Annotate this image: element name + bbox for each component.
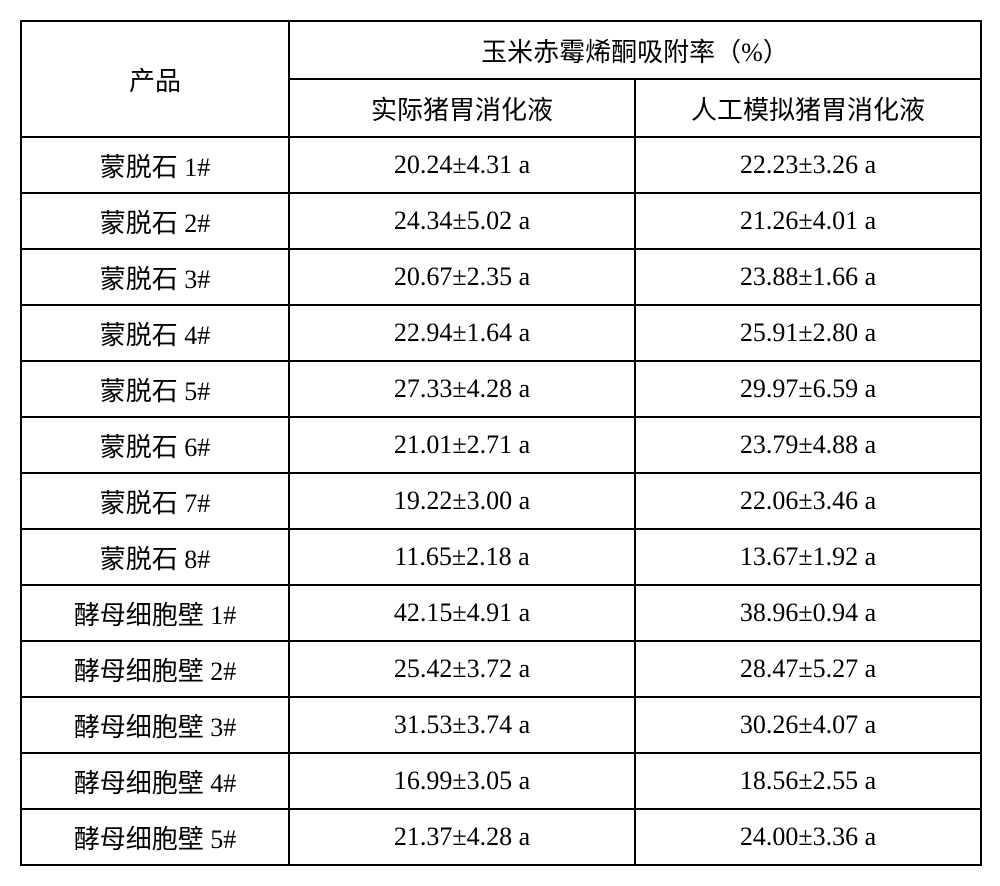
header-product: 产品 [21,21,289,137]
table-row: 蒙脱石 1#20.24±4.31 a22.23±3.26 a [21,137,981,193]
cell-product: 蒙脱石 7# [21,473,289,529]
table-row: 蒙脱石 2#24.34±5.02 a21.26±4.01 a [21,193,981,249]
cell-actual: 27.33±4.28 a [289,361,635,417]
table-row: 酵母细胞壁 1#42.15±4.91 a38.96±0.94 a [21,585,981,641]
table-row: 蒙脱石 4#22.94±1.64 a25.91±2.80 a [21,305,981,361]
table-body: 蒙脱石 1#20.24±4.31 a22.23±3.26 a蒙脱石 2#24.3… [21,137,981,865]
cell-simulated: 30.26±4.07 a [635,697,981,753]
cell-actual: 20.24±4.31 a [289,137,635,193]
cell-actual: 21.01±2.71 a [289,417,635,473]
cell-simulated: 29.97±6.59 a [635,361,981,417]
header-main: 玉米赤霉烯酮吸附率（%） [289,21,981,79]
table-header: 产品 玉米赤霉烯酮吸附率（%） 实际猪胃消化液 人工模拟猪胃消化液 [21,21,981,137]
cell-product: 酵母细胞壁 4# [21,753,289,809]
cell-simulated: 24.00±3.36 a [635,809,981,865]
cell-simulated: 28.47±5.27 a [635,641,981,697]
cell-product: 蒙脱石 5# [21,361,289,417]
cell-product: 酵母细胞壁 2# [21,641,289,697]
cell-simulated: 23.88±1.66 a [635,249,981,305]
cell-actual: 20.67±2.35 a [289,249,635,305]
cell-simulated: 38.96±0.94 a [635,585,981,641]
cell-actual: 22.94±1.64 a [289,305,635,361]
adsorption-table: 产品 玉米赤霉烯酮吸附率（%） 实际猪胃消化液 人工模拟猪胃消化液 蒙脱石 1#… [20,20,982,866]
table-row: 蒙脱石 6#21.01±2.71 a23.79±4.88 a [21,417,981,473]
cell-simulated: 22.06±3.46 a [635,473,981,529]
header-col2: 人工模拟猪胃消化液 [635,79,981,137]
cell-actual: 31.53±3.74 a [289,697,635,753]
cell-product: 酵母细胞壁 1# [21,585,289,641]
cell-product: 酵母细胞壁 3# [21,697,289,753]
cell-simulated: 18.56±2.55 a [635,753,981,809]
cell-product: 蒙脱石 3# [21,249,289,305]
table-row: 蒙脱石 7#19.22±3.00 a22.06±3.46 a [21,473,981,529]
cell-actual: 21.37±4.28 a [289,809,635,865]
cell-simulated: 22.23±3.26 a [635,137,981,193]
cell-actual: 42.15±4.91 a [289,585,635,641]
cell-product: 蒙脱石 8# [21,529,289,585]
cell-product: 蒙脱石 4# [21,305,289,361]
cell-actual: 19.22±3.00 a [289,473,635,529]
table-row: 蒙脱石 5#27.33±4.28 a29.97±6.59 a [21,361,981,417]
cell-product: 蒙脱石 6# [21,417,289,473]
cell-actual: 16.99±3.05 a [289,753,635,809]
cell-actual: 11.65±2.18 a [289,529,635,585]
cell-simulated: 21.26±4.01 a [635,193,981,249]
cell-actual: 24.34±5.02 a [289,193,635,249]
table-row: 酵母细胞壁 2#25.42±3.72 a28.47±5.27 a [21,641,981,697]
table-row: 酵母细胞壁 3#31.53±3.74 a30.26±4.07 a [21,697,981,753]
table-row: 酵母细胞壁 5#21.37±4.28 a24.00±3.36 a [21,809,981,865]
adsorption-table-container: 产品 玉米赤霉烯酮吸附率（%） 实际猪胃消化液 人工模拟猪胃消化液 蒙脱石 1#… [20,20,980,866]
cell-actual: 25.42±3.72 a [289,641,635,697]
cell-simulated: 13.67±1.92 a [635,529,981,585]
cell-product: 蒙脱石 2# [21,193,289,249]
table-row: 蒙脱石 8#11.65±2.18 a13.67±1.92 a [21,529,981,585]
table-row: 蒙脱石 3#20.67±2.35 a23.88±1.66 a [21,249,981,305]
header-col1: 实际猪胃消化液 [289,79,635,137]
cell-product: 酵母细胞壁 5# [21,809,289,865]
cell-simulated: 25.91±2.80 a [635,305,981,361]
cell-simulated: 23.79±4.88 a [635,417,981,473]
table-row: 酵母细胞壁 4#16.99±3.05 a18.56±2.55 a [21,753,981,809]
cell-product: 蒙脱石 1# [21,137,289,193]
